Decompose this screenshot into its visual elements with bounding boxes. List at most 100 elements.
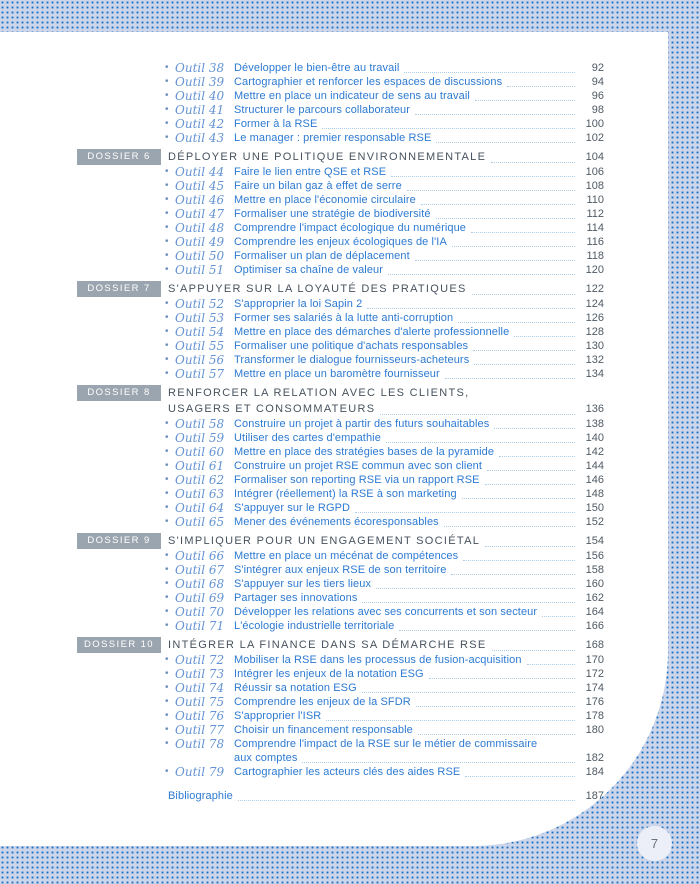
toc-line: Mettre en place un mécénat de compétence… — [234, 549, 604, 563]
dotted-leader — [391, 176, 575, 177]
tool-label: Outil 61 — [175, 459, 225, 473]
entry-body: Choisir un financement responsable 180 — [234, 723, 604, 737]
toc-line: Formaliser une stratégie de biodiversité… — [234, 207, 604, 221]
toc-item: • Outil 60 Mettre en place des stratégies … — [165, 445, 604, 459]
tool-label: Outil 77 — [175, 723, 225, 737]
page-ref: 132 — [585, 354, 604, 366]
page-ref: 176 — [585, 696, 604, 708]
page-ref: 184 — [585, 766, 604, 778]
bullet-icon: • — [165, 654, 169, 665]
toc-item: • Outil 65 Mener des événements écorespons… — [165, 515, 604, 529]
bullet-icon: • — [165, 502, 169, 513]
entry-title: aux comptes — [234, 752, 298, 764]
toc-line: Comprendre les enjeux de la SFDR 176 — [234, 695, 604, 709]
toc-section-header: DOSSIER 7 S'APPUYER SUR LA LOYAUTÉ DES PR… — [77, 281, 604, 297]
tool-label: Outil 78 — [175, 737, 225, 751]
dotted-leader — [362, 602, 575, 603]
toc-line: Bibliographie 187 — [168, 789, 604, 803]
dotted-leader — [380, 414, 575, 415]
entry-title: Former à la RSE — [234, 118, 318, 130]
bullet-icon: • — [165, 368, 169, 379]
toc-line: Le manager : premier responsable RSE 102 — [234, 131, 604, 145]
entry-title: Formaliser une stratégie de biodiversité — [234, 208, 431, 220]
toc-line: Formaliser une politique d'achats respon… — [234, 339, 604, 353]
toc-line: RENFORCER LA RELATION AVEC LES CLIENTS, — [168, 385, 604, 401]
tool-label: Outil 47 — [175, 207, 225, 221]
dotted-leader — [399, 630, 575, 631]
bullet-icon: • — [165, 132, 169, 143]
entry-body: S'approprier la loi Sapin 2 124 — [234, 297, 604, 311]
toc-line: Développer les relations avec ses concur… — [234, 605, 604, 619]
page-ref: 112 — [586, 208, 604, 220]
dotted-leader — [526, 664, 575, 665]
entry-title: S'APPUYER SUR LA LOYAUTÉ DES PRATIQUES — [168, 283, 467, 295]
content-sheet — [0, 32, 668, 846]
toc-item: • Outil 78 Comprendre l'impact de la RSE s… — [165, 737, 604, 765]
entry-title: Réussir sa notation ESG — [234, 682, 357, 694]
bullet-icon: • — [165, 460, 169, 471]
tool-label: Outil 68 — [175, 577, 225, 591]
dotted-leader — [471, 294, 575, 295]
tool-label: Outil 48 — [175, 221, 225, 235]
entry-title: Intégrer les enjeux de la notation ESG — [234, 668, 424, 680]
dotted-leader — [443, 526, 575, 527]
toc-item: • Outil 46 Mettre en place l'économie circ… — [165, 193, 604, 207]
toc-item: • Outil 74 Réussir sa notation ESG 174 — [165, 681, 604, 695]
dotted-leader — [463, 560, 575, 561]
tool-label: Outil 45 — [175, 179, 225, 193]
entry-body: Mettre en place des démarches d'alerte p… — [234, 325, 604, 339]
tool-label: Outil 75 — [175, 695, 225, 709]
entry-title: S'intégrer aux enjeux RSE de son territo… — [234, 564, 447, 576]
page-ref: 122 — [585, 283, 604, 295]
toc-line: Mettre en place l'économie circulaire 110 — [234, 193, 604, 207]
entry-body: Transformer le dialogue fournisseurs-ach… — [234, 353, 604, 367]
toc-line: Comprendre les enjeux écologiques de l'I… — [234, 235, 604, 249]
bullet-icon: • — [165, 90, 169, 101]
entry-title: DÉPLOYER UNE POLITIQUE ENVIRONNEMENTALE — [168, 151, 487, 163]
page-ref: 146 — [585, 474, 604, 486]
bullet-icon: • — [165, 516, 169, 527]
dotted-leader — [491, 162, 575, 163]
tool-label: Outil 52 — [175, 297, 225, 311]
toc-item: • Outil 45 Faire un bilan gaz à effet de s… — [165, 179, 604, 193]
toc-line: Mettre en place un baromètre fournisseur… — [234, 367, 604, 381]
toc-line: Choisir un financement responsable 180 — [234, 723, 604, 737]
toc-item: • Outil 79 Cartographier les acteurs clés … — [165, 765, 604, 779]
toc-item: • Outil 38 Développer le bien-être au trav… — [165, 61, 604, 75]
bullet-icon: • — [165, 606, 169, 617]
section-title-body: S'APPUYER SUR LA LOYAUTÉ DES PRATIQUES 12… — [168, 281, 604, 297]
entry-title: Construire un projet RSE commun avec son… — [234, 460, 483, 472]
tool-label: Outil 64 — [175, 501, 225, 515]
toc-item: • Outil 51 Optimiser sa chaîne de valeur 12… — [165, 263, 604, 277]
page-ref: 164 — [585, 606, 604, 618]
entry-title: S'approprier l'ISR — [234, 710, 322, 722]
tool-label: Outil 55 — [175, 339, 225, 353]
section-title-body: RENFORCER LA RELATION AVEC LES CLIENTS, U… — [168, 385, 604, 417]
toc-line: Comprendre l'impact écologique du numéri… — [234, 221, 604, 235]
dossier-badge: DOSSIER 10 — [77, 637, 161, 653]
tool-label: Outil 44 — [175, 165, 225, 179]
dotted-leader — [444, 378, 575, 379]
tool-label: Outil 60 — [175, 445, 225, 459]
toc-line: S'appuyer sur le RGPD 150 — [234, 501, 604, 515]
toc-item: • Outil 72 Mobiliser la RSE dans les proce… — [165, 653, 604, 667]
toc-item: • Outil 47 Formaliser une stratégie de bio… — [165, 207, 604, 221]
dotted-leader — [404, 72, 575, 73]
toc-item: • Outil 39 Cartographier et renforcer les … — [165, 75, 604, 89]
entry-body: S'intégrer aux enjeux RSE de son territo… — [234, 563, 604, 577]
entry-title: Former ses salariés à la lutte anti-corr… — [234, 312, 454, 324]
bullet-icon: • — [165, 550, 169, 561]
page-ref: 92 — [591, 62, 604, 74]
entry-title: Formaliser une politique d'achats respon… — [234, 340, 469, 352]
toc-line: Optimiser sa chaîne de valeur 120 — [234, 263, 604, 277]
entry-title: Mobiliser la RSE dans les processus de f… — [234, 654, 522, 666]
entry-body: Comprendre l'impact écologique du numéri… — [234, 221, 604, 235]
dotted-leader — [465, 776, 575, 777]
toc-item: • Outil 64 S'appuyer sur le RGPD 150 — [165, 501, 604, 515]
bullet-icon: • — [165, 432, 169, 443]
bullet-icon: • — [165, 62, 169, 73]
dotted-leader — [474, 100, 575, 101]
entry-body: Former à la RSE 100 — [234, 117, 604, 131]
dotted-leader — [415, 706, 575, 707]
entry-title: Construire un projet à partir des futurs… — [234, 418, 490, 430]
